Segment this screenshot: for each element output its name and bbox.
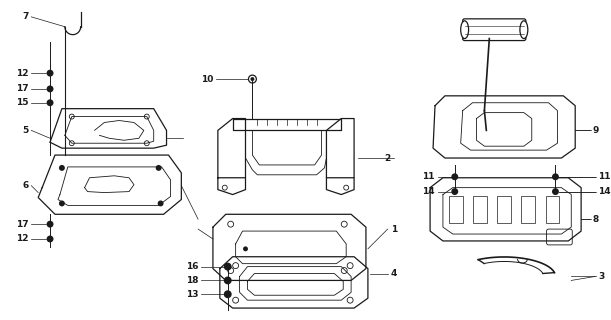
Text: 1: 1 xyxy=(390,225,397,234)
Circle shape xyxy=(224,290,232,298)
Text: 4: 4 xyxy=(390,269,397,278)
Bar xyxy=(546,196,560,223)
Text: 11: 11 xyxy=(598,172,610,181)
Text: 15: 15 xyxy=(16,98,28,107)
Text: 2: 2 xyxy=(384,154,390,163)
Circle shape xyxy=(156,165,161,171)
Text: 13: 13 xyxy=(186,290,198,299)
Text: 17: 17 xyxy=(16,84,28,93)
Text: 3: 3 xyxy=(598,272,604,281)
Bar xyxy=(473,196,487,223)
Text: 11: 11 xyxy=(423,172,435,181)
Circle shape xyxy=(552,173,559,180)
Text: 14: 14 xyxy=(422,187,435,196)
Text: 6: 6 xyxy=(22,181,28,190)
Bar xyxy=(521,196,535,223)
Text: 7: 7 xyxy=(22,12,28,21)
Circle shape xyxy=(452,173,458,180)
Circle shape xyxy=(251,77,254,81)
FancyBboxPatch shape xyxy=(463,19,526,41)
Circle shape xyxy=(552,188,559,195)
Bar xyxy=(449,196,463,223)
Circle shape xyxy=(158,200,164,206)
Text: 18: 18 xyxy=(186,276,198,285)
Circle shape xyxy=(224,263,232,270)
Ellipse shape xyxy=(461,21,469,39)
Circle shape xyxy=(59,165,65,171)
Text: 12: 12 xyxy=(16,68,28,78)
Text: 14: 14 xyxy=(598,187,610,196)
Circle shape xyxy=(224,276,232,284)
Text: 12: 12 xyxy=(16,235,28,244)
Circle shape xyxy=(46,221,54,228)
Circle shape xyxy=(46,85,54,92)
Circle shape xyxy=(46,236,54,243)
Text: 5: 5 xyxy=(22,126,28,135)
Text: 9: 9 xyxy=(593,126,599,135)
Text: 10: 10 xyxy=(200,75,213,84)
Text: 8: 8 xyxy=(593,215,599,224)
Circle shape xyxy=(452,188,458,195)
Circle shape xyxy=(59,200,65,206)
Circle shape xyxy=(243,246,248,251)
Text: 17: 17 xyxy=(16,220,28,229)
Ellipse shape xyxy=(520,21,528,39)
Text: 16: 16 xyxy=(186,262,198,271)
Circle shape xyxy=(46,99,54,106)
Circle shape xyxy=(46,70,54,76)
Bar xyxy=(497,196,511,223)
